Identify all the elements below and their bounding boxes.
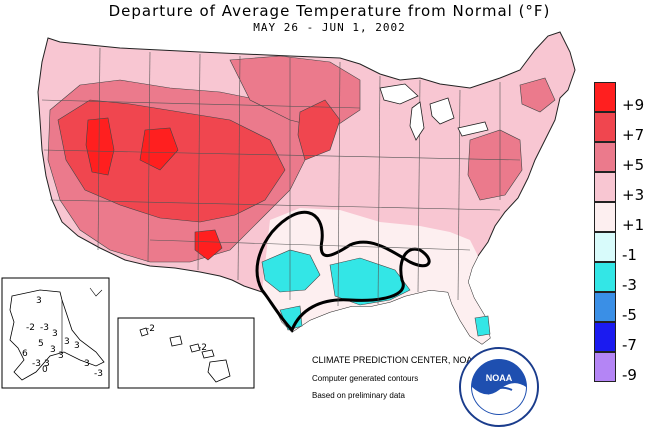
hawaii-contour-label: -2 xyxy=(198,343,207,353)
legend-label: -5 xyxy=(622,306,637,324)
alaska-contour-label: 3 xyxy=(58,351,64,361)
alaska-contour-label: 6 xyxy=(22,349,28,359)
legend-row: +7 xyxy=(594,112,658,144)
legend-label: +5 xyxy=(622,156,645,174)
legend-row: +3 xyxy=(594,172,658,204)
alaska-contour-label: 3 xyxy=(50,345,56,355)
credit-data: Based on preliminary data xyxy=(312,391,405,400)
logo-text: NOAA xyxy=(486,373,513,383)
credit-contours: Computer generated contours xyxy=(312,374,419,383)
credit-center: CLIMATE PREDICTION CENTER, NOAA xyxy=(312,355,479,365)
legend-label: +7 xyxy=(622,126,645,144)
color-legend: +9 +7 +5 +3 +1 -1 -3 -5 -7 -9 xyxy=(594,82,658,384)
legend-row: +1 xyxy=(594,202,658,234)
alaska-contour-label: 3 xyxy=(84,359,90,369)
legend-swatch xyxy=(594,322,616,352)
legend-row: -3 xyxy=(594,262,658,294)
legend-label: +9 xyxy=(622,96,645,114)
alaska-contour-label: 3 xyxy=(36,296,42,306)
legend-swatch xyxy=(594,172,616,202)
alaska-contour-label: -2 xyxy=(26,323,35,333)
legend-row: +9 xyxy=(594,82,658,114)
map-subtitle: MAY 26 - JUN 1, 2002 xyxy=(253,21,406,34)
legend-swatch xyxy=(594,262,616,292)
alaska-contour-label: 0 xyxy=(42,365,48,375)
alaska-contour-label: -3 xyxy=(32,359,41,369)
legend-row: -5 xyxy=(594,292,658,324)
alaska-contour-label: -3 xyxy=(40,323,49,333)
alaska-contour-label: 3 xyxy=(44,359,50,369)
hawaii-inset-frame xyxy=(117,317,255,389)
hawaii-contour-label: -2 xyxy=(146,324,155,334)
alaska-contour-label: -3 xyxy=(94,369,103,379)
legend-swatch xyxy=(594,112,616,142)
legend-swatch xyxy=(594,142,616,172)
alaska-contour-label: 3 xyxy=(74,341,80,351)
legend-swatch xyxy=(594,232,616,262)
legend-swatch xyxy=(594,352,616,382)
legend-label: -7 xyxy=(622,336,637,354)
legend-swatch xyxy=(594,82,616,112)
alaska-contour-label: 3 xyxy=(52,329,58,339)
legend-label: +3 xyxy=(622,186,645,204)
legend-row: -1 xyxy=(594,232,658,264)
alaska-contour-label: 3 xyxy=(64,337,70,347)
legend-swatch xyxy=(594,292,616,322)
map-title: Departure of Average Temperature from No… xyxy=(108,2,551,20)
legend-row: +5 xyxy=(594,142,658,174)
legend-label: -3 xyxy=(622,276,637,294)
legend-label: -9 xyxy=(622,366,637,384)
noaa-logo-icon: NOAA xyxy=(459,347,539,427)
legend-row: -9 xyxy=(594,352,658,384)
alaska-outline xyxy=(9,289,105,381)
legend-label: -1 xyxy=(622,246,637,264)
legend-label: +1 xyxy=(622,216,645,234)
alaska-contour-label: 5 xyxy=(38,339,44,349)
legend-row: -7 xyxy=(594,322,658,354)
legend-swatch xyxy=(594,202,616,232)
